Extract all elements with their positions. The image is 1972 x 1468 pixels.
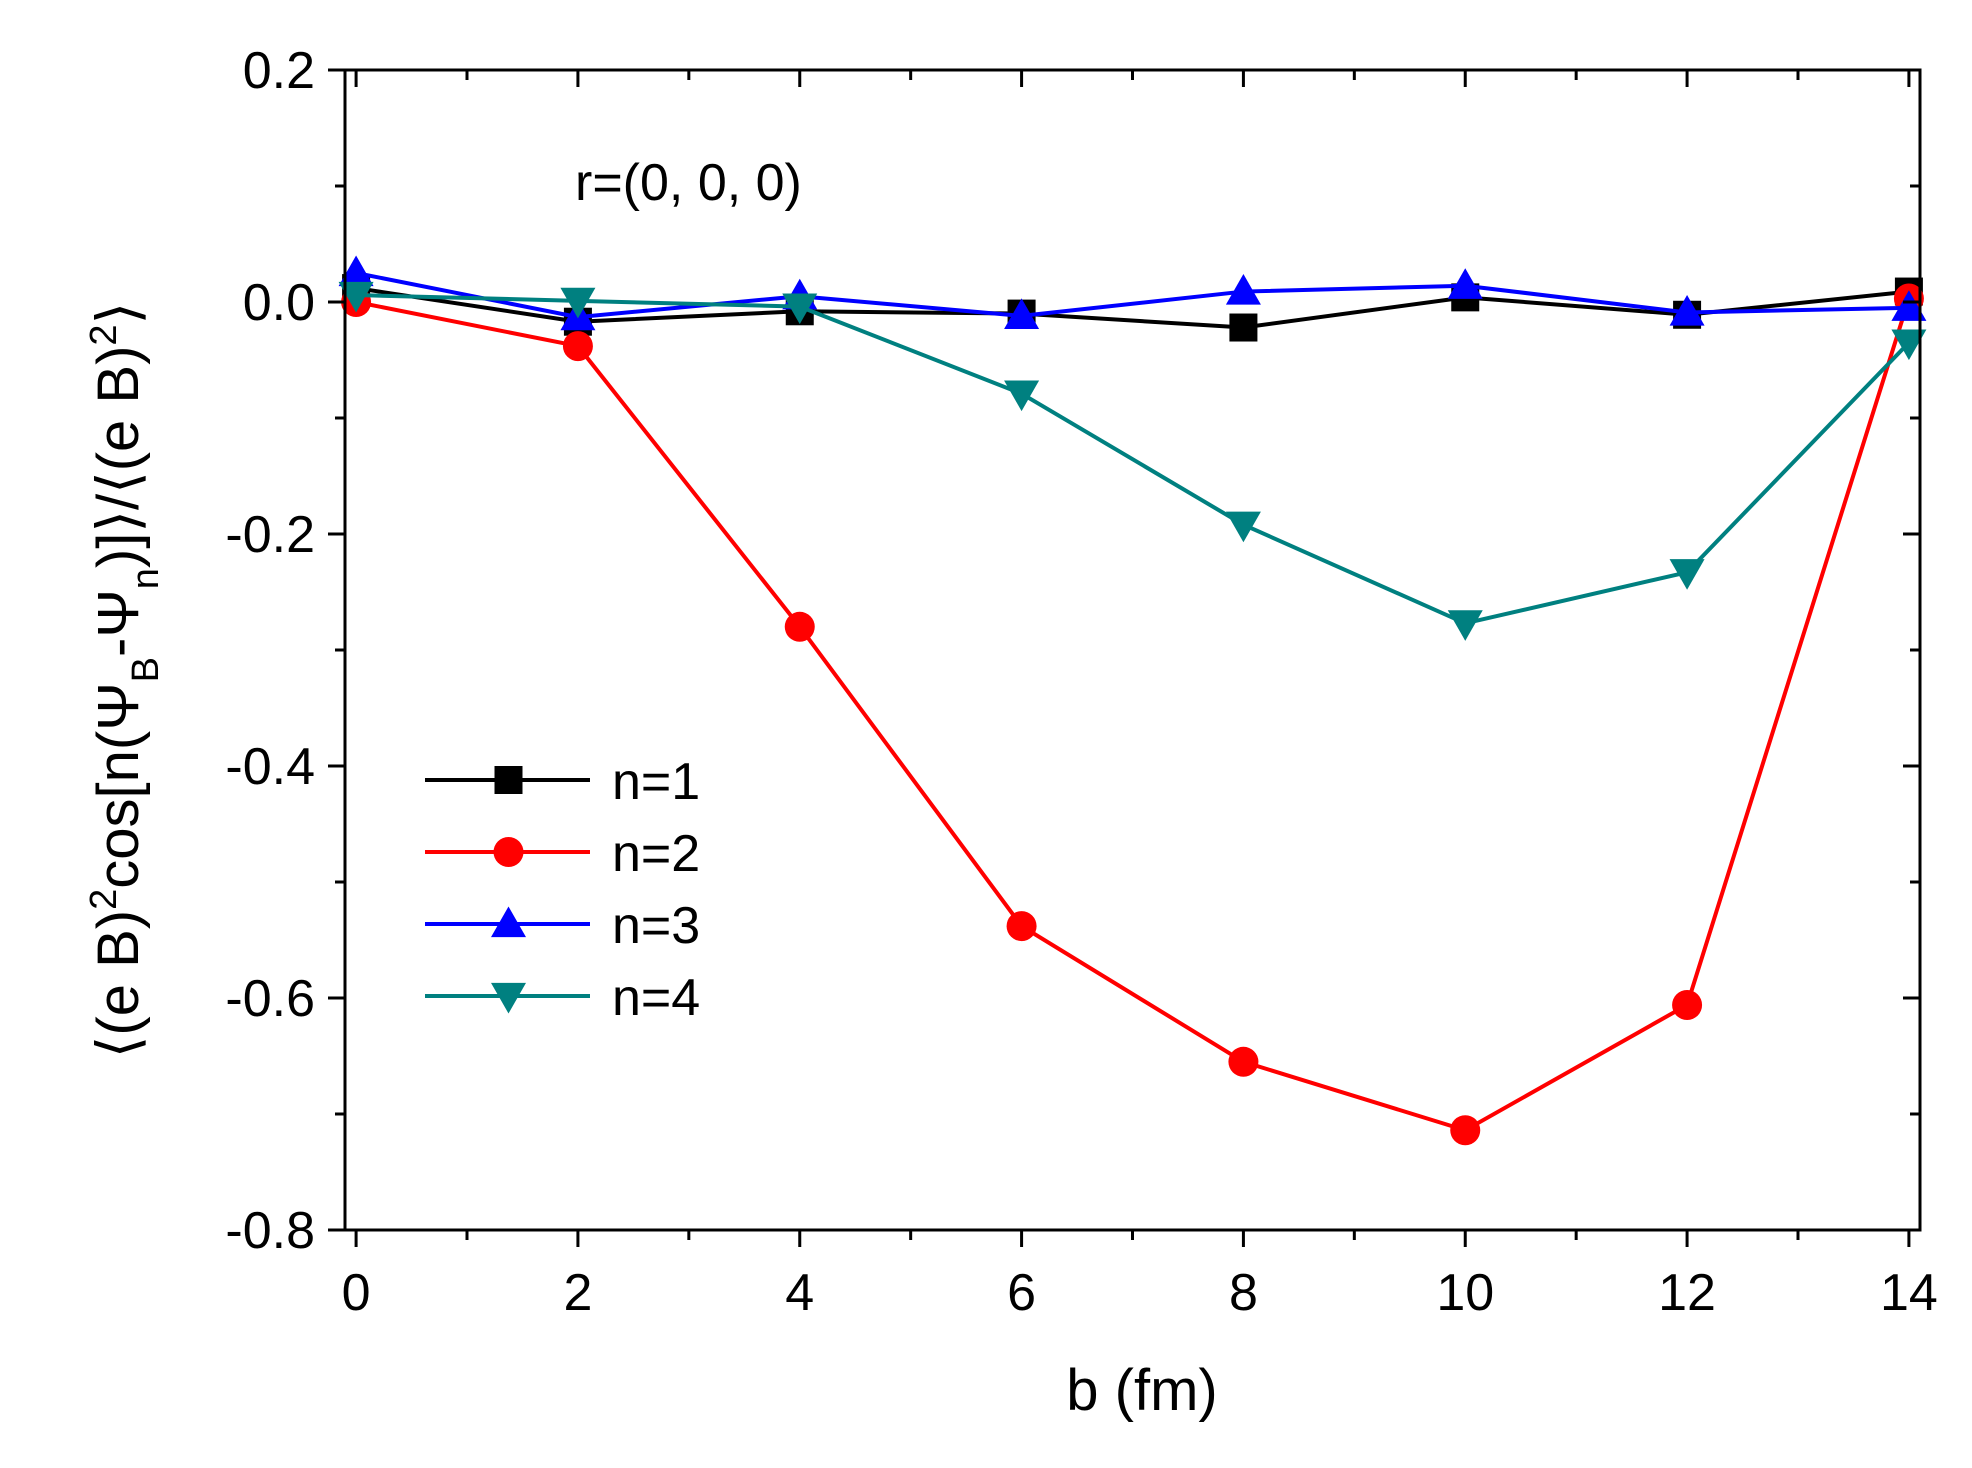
series-n4 [338, 281, 1927, 641]
data-point [1004, 380, 1040, 412]
plot-frame [343, 68, 1922, 1232]
y-tick-label: 0.2 [243, 42, 315, 100]
x-tick-label: 12 [1658, 1264, 1716, 1322]
legend-item: n=1 [425, 753, 700, 811]
data-point [1669, 294, 1705, 326]
y-tick-label: -0.8 [225, 1202, 315, 1260]
legend-item: n=2 [425, 825, 700, 883]
data-point [1004, 298, 1040, 330]
legend-item: n=4 [425, 969, 700, 1027]
y-tick-label: -0.2 [225, 506, 315, 564]
x-tick-label: 6 [1007, 1264, 1036, 1322]
data-point [1447, 268, 1483, 299]
data-point [1225, 511, 1261, 543]
series-line [355, 286, 1910, 330]
data-point [1891, 329, 1927, 361]
legend-marker [491, 906, 526, 938]
y-tick-label: -0.4 [225, 738, 315, 796]
data-point [1669, 559, 1705, 590]
legend-label: n=1 [612, 753, 700, 811]
series-line [355, 271, 1909, 320]
legend-label: n=3 [612, 897, 700, 955]
data-point [1006, 911, 1037, 942]
data-point [1225, 274, 1261, 305]
y-tick-label: 0.0 [243, 274, 315, 332]
x-tick-label: 14 [1880, 1264, 1938, 1322]
data-point [1891, 290, 1927, 321]
data-point [1228, 1046, 1259, 1077]
data-point [1229, 313, 1258, 342]
legend: n=1 n=2 n=3 n=4 [425, 753, 700, 1027]
legend-marker [494, 766, 523, 794]
x-axis-title: b (fm) [1066, 1358, 1217, 1423]
legend-marker [493, 837, 524, 867]
x-tick-label: 8 [1229, 1264, 1258, 1322]
series-line [355, 297, 1911, 1133]
data-point [782, 293, 818, 325]
data-point [1450, 1115, 1481, 1146]
legend-item: n=3 [425, 897, 700, 955]
data-point [562, 331, 593, 362]
annotation-text: r=(0, 0, 0) [575, 154, 802, 212]
x-tick-label: 4 [785, 1264, 814, 1322]
series-line [356, 293, 1911, 626]
series-n2 [341, 283, 1924, 1146]
x-tick-label: 10 [1436, 1264, 1494, 1322]
x-tick-label: 2 [563, 1264, 592, 1322]
data-point [338, 281, 374, 313]
data-point [338, 255, 374, 287]
legend-label: n=2 [612, 825, 700, 883]
data-point [784, 611, 815, 642]
y-axis-title: ⟨(e B)2cos[n(ΨB-Ψn)]⟩/⟨(e B)2⟩ [83, 302, 167, 1058]
legend-label: n=4 [612, 969, 700, 1027]
legend-marker [491, 982, 526, 1014]
x-tick-label: 0 [342, 1264, 371, 1322]
y-tick-label: -0.6 [225, 970, 315, 1028]
axis-ticks: 0 2 4 6 8 10 12 14 0.2 0.0 -0.2 -0.4 -0.6 -0.8 [225, 42, 1937, 1322]
data-point [560, 287, 596, 319]
data-point [1447, 610, 1483, 641]
series-layer [338, 255, 1927, 1146]
data-point [1672, 989, 1703, 1020]
